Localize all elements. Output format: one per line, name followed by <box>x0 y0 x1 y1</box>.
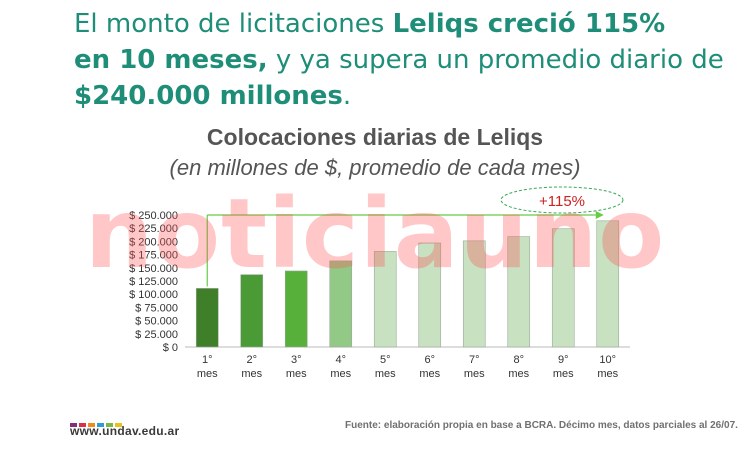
headline-bold-1: Leliqs creció 115% <box>392 9 666 39</box>
x-tick-label: mes <box>241 368 262 380</box>
headline-text-3: . <box>342 81 352 111</box>
bar <box>507 236 531 348</box>
growth-arrowhead <box>595 211 604 219</box>
headline: El monto de licitaciones Leliqs creció 1… <box>74 6 734 114</box>
x-tick-label: 8° <box>513 354 524 366</box>
headline-bold-2: en 10 meses, <box>74 45 268 75</box>
x-tick-label: 3° <box>291 354 302 366</box>
y-tick-label: $ 250.000 <box>129 210 178 222</box>
y-tick-label: $ 125.000 <box>129 276 178 288</box>
bar <box>373 251 397 348</box>
bar <box>240 274 264 348</box>
logo-square <box>115 423 122 427</box>
x-tick-label: mes <box>553 368 574 380</box>
y-tick-label: $ 225.000 <box>129 223 178 235</box>
logo-square <box>106 423 113 427</box>
bar <box>329 260 353 348</box>
y-tick-label: $ 25.000 <box>135 329 178 341</box>
x-tick-label: mes <box>375 368 396 380</box>
x-tick-label: 10° <box>599 354 616 366</box>
chart-title: Colocaciones diarias de Leliqs <box>206 124 544 150</box>
bar <box>195 288 219 348</box>
chart-subtitle: (en millones de $, promedio de cada mes) <box>169 155 581 180</box>
x-tick-label: 9° <box>558 354 569 366</box>
bar <box>551 228 575 348</box>
x-tick-label: mes <box>419 368 440 380</box>
logo-square <box>79 423 86 427</box>
x-tick-label: mes <box>330 368 351 380</box>
x-tick-label: mes <box>464 368 485 380</box>
x-tick-label: 4° <box>335 354 346 366</box>
bar <box>284 270 308 348</box>
site-url[interactable]: www.undav.edu.ar <box>70 424 180 438</box>
bar <box>462 240 486 348</box>
headline-text-2: y ya supera un promedio diario de <box>267 45 724 75</box>
headline-text-1: El monto de licitaciones <box>74 9 393 39</box>
x-tick-label: mes <box>286 368 307 380</box>
y-tick-label: $ 175.000 <box>129 250 178 262</box>
x-tick-label: 6° <box>424 354 435 366</box>
y-tick-label: $ 200.000 <box>129 236 178 248</box>
y-tick-label: $ 150.000 <box>129 263 178 275</box>
x-tick-label: mes <box>597 368 618 380</box>
annotation-ellipse <box>500 186 624 214</box>
undav-logo <box>70 414 124 432</box>
x-tick-label: 7° <box>469 354 480 366</box>
y-tick-label: $ 100.000 <box>129 289 178 301</box>
x-tick-label: 1° <box>202 354 213 366</box>
y-tick-label: $ 75.000 <box>135 302 178 314</box>
logo-square <box>97 423 104 427</box>
x-tick-label: 5° <box>380 354 391 366</box>
headline-bold-3: $240.000 millones <box>74 81 343 111</box>
y-tick-label: $ 50.000 <box>135 316 178 328</box>
x-tick-label: mes <box>197 368 218 380</box>
logo-square <box>88 423 95 427</box>
x-tick-label: mes <box>508 368 529 380</box>
x-tick-label: 2° <box>246 354 257 366</box>
bar <box>418 242 442 348</box>
logo-square <box>70 423 77 427</box>
y-tick-label: $ 0 <box>163 342 178 354</box>
bar <box>596 220 620 348</box>
source-note: Fuente: elaboración propia en base a BCR… <box>345 420 738 431</box>
growth-annotation: +115% <box>539 193 585 210</box>
